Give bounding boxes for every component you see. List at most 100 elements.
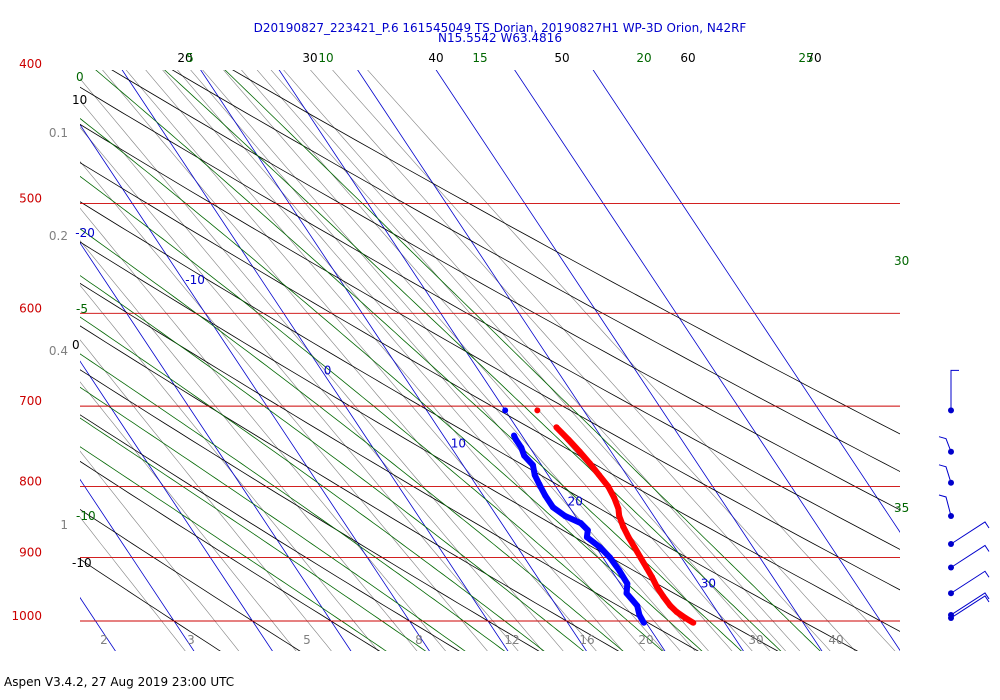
moist-adiabat-label: -10 (76, 509, 96, 523)
mixing-ratio-label: 2 (100, 633, 108, 647)
temperature-point (565, 436, 572, 443)
isotherm-label: 20 (568, 494, 583, 508)
mixing-ratio-line (102, 70, 597, 651)
footer-version-time: Aspen V3.4.2, 27 Aug 2019 23:00 UTC (4, 675, 235, 689)
dewpoint-point (624, 580, 631, 587)
dewpoint-point (536, 481, 543, 488)
dewpoint-point (606, 554, 613, 561)
dry-adiabat-line (80, 414, 460, 651)
dry-adiabat-line (80, 460, 381, 651)
dewpoint-point (529, 462, 536, 469)
isotherm-line (80, 360, 273, 651)
isotherm-label: 0 (324, 364, 332, 378)
temperature-point (534, 407, 541, 414)
dewpoint-point (531, 472, 538, 479)
dry-adiabat-label: 20 (177, 51, 192, 65)
moist-adiabat-label: 10 (318, 51, 333, 65)
mixing-ratio-label: 40 (828, 633, 843, 647)
mixing-ratio-line (80, 240, 418, 651)
moist-adiabat-label: 20 (636, 51, 651, 65)
moist-adiabat-line (80, 386, 466, 651)
dry-adiabat-line (80, 325, 620, 651)
mixing-ratio-line (80, 100, 544, 651)
dry-adiabat-line (80, 241, 779, 651)
pressure-tick-label: 400 (19, 57, 42, 71)
dry-adiabat-label: 70 (806, 51, 821, 65)
dry-adiabat-label: 60 (680, 51, 695, 65)
grid-lines (0, 38, 900, 656)
mixing-ratio-line (80, 160, 488, 651)
mixing-ratio-line (80, 127, 519, 651)
dewpoint-point (636, 611, 643, 618)
mixing-ratio-line (80, 339, 332, 651)
dewpoint-point (584, 527, 591, 534)
temperature-point (682, 614, 689, 621)
moist-adiabat-label: 30 (894, 254, 909, 268)
dewpoint-point (597, 544, 604, 551)
temperature-point (625, 534, 632, 541)
dry-adiabat-line (80, 508, 301, 651)
isotherm-line (0, 38, 40, 656)
moist-adiabat-line (164, 70, 782, 651)
mixing-ratio-line (80, 450, 240, 651)
temperature-point (586, 460, 593, 467)
dewpoint-point (502, 407, 509, 414)
mixing-ratio-line (80, 516, 186, 651)
isotherm-line (357, 70, 744, 651)
dewpoint-point (623, 590, 630, 597)
wind-barb (950, 369, 959, 411)
axis-labels: 4005006007008009001000-50-40-30-20-10010… (11, 51, 909, 647)
sounding-profiles (502, 407, 697, 626)
dry-adiabat-line (80, 86, 900, 550)
temperature-point (673, 608, 680, 615)
pressure-tick-label: 1000 (11, 609, 42, 623)
dry-adiabat-label: 40 (428, 51, 443, 65)
mixing-ratio-label: 0.1 (49, 126, 68, 140)
mixing-ratio-line (125, 70, 624, 651)
temperature-point (637, 554, 644, 561)
moist-adiabat-label: 15 (472, 51, 487, 65)
dewpoint-point (562, 512, 569, 519)
mixing-ratio-line (223, 70, 733, 651)
wind-barb (950, 544, 990, 568)
moist-adiabat-line (224, 70, 821, 651)
mixing-ratio-line (80, 381, 297, 651)
moist-adiabat-label: 0 (76, 70, 84, 84)
dry-adiabat-line (80, 162, 900, 632)
isotherm-line (80, 242, 352, 651)
temperature-point (653, 583, 660, 590)
mixing-ratio-line (270, 70, 787, 651)
dry-adiabat-line (171, 70, 900, 472)
isotherm-line (80, 123, 430, 651)
wind-barb (950, 570, 990, 594)
moist-adiabat-label: 25 (798, 51, 813, 65)
wind-barb (950, 592, 990, 616)
mixing-ratio-label: 0.4 (49, 344, 68, 358)
temperature-point (576, 448, 583, 455)
moist-adiabat-line (80, 117, 703, 651)
mixing-ratio-line (367, 70, 896, 651)
pressure-tick-label: 800 (19, 475, 42, 489)
temperature-point (643, 564, 650, 571)
dry-adiabat-line (232, 70, 900, 435)
mixing-ratio-line (190, 70, 696, 651)
dewpoint-point (616, 567, 623, 574)
dry-adiabat-line (111, 70, 900, 511)
dewpoint-point (583, 534, 590, 541)
isotherm-label: 10 (451, 437, 466, 451)
mixing-ratio-line (202, 70, 709, 651)
temperature-point (620, 523, 627, 530)
pressure-tick-label: 500 (19, 191, 42, 205)
mixing-ratio-line (80, 207, 446, 651)
moist-adiabat-line (80, 417, 427, 651)
isotherm-label: -10 (185, 273, 205, 287)
dry-adiabat-line (80, 201, 859, 651)
mixing-ratio-line (283, 70, 801, 651)
mixing-ratio-line (332, 70, 856, 651)
temperature-point (605, 483, 612, 490)
wind-barb (938, 436, 952, 452)
moist-adiabat-label: -5 (76, 302, 88, 316)
dry-adiabat-label: 0 (72, 338, 80, 352)
moist-adiabat-line (80, 228, 624, 651)
moist-adiabat-line (80, 275, 585, 651)
